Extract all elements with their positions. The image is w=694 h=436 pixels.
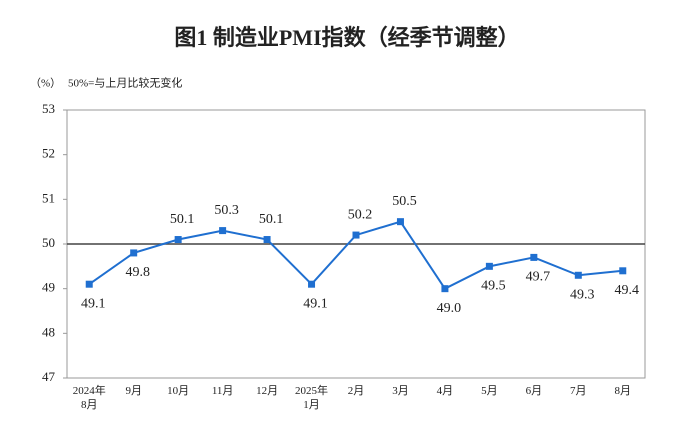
marker — [130, 249, 138, 257]
data-label: 49.0 — [437, 301, 462, 316]
data-label: 50.3 — [214, 203, 239, 218]
marker — [485, 262, 493, 270]
marker — [219, 227, 227, 235]
data-label: 49.1 — [303, 296, 328, 311]
x-tick-label: 10月 — [167, 385, 190, 397]
x-tick-label: 2025年 1月 — [295, 385, 329, 411]
y-tick-label: 47 — [42, 369, 56, 384]
data-label: 49.5 — [481, 279, 506, 294]
marker — [308, 280, 316, 288]
marker — [352, 231, 360, 239]
marker — [263, 236, 271, 244]
marker — [396, 218, 404, 226]
x-tick-label: 7月 — [570, 385, 587, 397]
y-tick-label: 52 — [42, 146, 55, 161]
x-tick-label: 12月 — [256, 385, 279, 397]
x-tick-label: 5月 — [481, 385, 498, 397]
x-tick-label: 8月 — [614, 385, 632, 397]
y-tick-label: 50 — [42, 235, 55, 250]
marker — [530, 253, 538, 261]
data-label: 49.8 — [125, 265, 150, 280]
data-label: 50.1 — [259, 212, 284, 227]
x-tick-label: 6月 — [525, 385, 543, 397]
note: 50%=与上月比较无变化 — [68, 76, 182, 90]
marker — [574, 271, 582, 279]
y-tick-label: 48 — [42, 324, 55, 339]
y-tick-label: 49 — [42, 280, 55, 295]
y-unit: （%） — [30, 77, 61, 90]
x-tick-label: 9月 — [125, 385, 142, 397]
data-label: 50.1 — [170, 212, 195, 227]
data-label: 49.7 — [526, 270, 551, 285]
data-label: 49.4 — [615, 283, 640, 298]
data-label: 49.3 — [570, 287, 595, 302]
x-tick-label: 2024年 8月 — [72, 385, 106, 411]
x-tick-label: 11月 — [211, 385, 234, 397]
data-label: 49.1 — [81, 296, 106, 311]
y-tick-label: 51 — [42, 190, 55, 205]
data-label: 50.2 — [348, 207, 373, 222]
x-tick-label: 3月 — [392, 385, 409, 397]
x-tick-label: 4月 — [436, 385, 454, 397]
y-tick-label: 53 — [42, 101, 55, 116]
marker — [85, 280, 93, 288]
data-label: 50.5 — [392, 194, 417, 209]
marker — [174, 236, 182, 244]
marker — [619, 267, 627, 275]
chart-title: 图1 制造业PMI指数（经季节调整） — [174, 25, 519, 50]
marker — [441, 285, 449, 293]
x-tick-label: 2月 — [347, 385, 365, 397]
